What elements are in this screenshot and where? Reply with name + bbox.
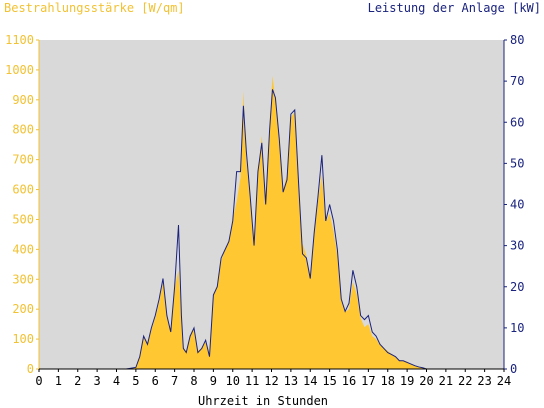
left-tick-label: 600: [12, 183, 34, 197]
left-tick-label: 100: [12, 332, 34, 346]
x-tick-label: 8: [190, 374, 197, 388]
x-axis-ticks: 0 1 2 3 4 5 6 7 8 9 10 11 12 13 14 15 16 17 18 19 20 21 22 23 24: [35, 369, 511, 388]
x-tick-label: 0: [35, 374, 42, 388]
x-tick-label: 1: [55, 374, 62, 388]
x-tick-label: 4: [113, 374, 120, 388]
right-tick-label: 0: [510, 362, 517, 376]
irradiance-area: [39, 75, 504, 369]
left-tick-label: 200: [12, 302, 34, 316]
x-tick-label: 23: [477, 374, 491, 388]
right-tick-label: 30: [510, 239, 524, 253]
left-tick-label: 500: [12, 212, 34, 226]
left-tick-label: 0: [27, 362, 34, 376]
power-line: [39, 89, 504, 370]
right-axis-ticks: 0 10 20 30 40 50 60 70 80: [504, 33, 524, 376]
right-tick-label: 20: [510, 280, 524, 294]
left-axis-ticks: 0 100 200 300 400 500 600 700 800 900 1000 1100: [5, 33, 39, 376]
x-tick-label: 15: [322, 374, 336, 388]
x-tick-label: 21: [439, 374, 453, 388]
x-tick-label: 24: [497, 374, 511, 388]
left-tick-label: 1000: [5, 63, 34, 77]
left-tick-label: 700: [12, 153, 34, 167]
right-tick-label: 50: [510, 156, 524, 170]
x-tick-label: 14: [303, 374, 317, 388]
left-tick-label: 900: [12, 93, 34, 107]
left-tick-label: 1100: [5, 33, 34, 47]
left-tick-label: 800: [12, 123, 34, 137]
x-tick-label: 18: [381, 374, 395, 388]
x-tick-label: 16: [342, 374, 356, 388]
right-tick-label: 10: [510, 321, 524, 335]
right-tick-label: 80: [510, 33, 524, 47]
x-tick-label: 11: [245, 374, 259, 388]
right-tick-label: 60: [510, 115, 524, 129]
x-tick-label: 2: [74, 374, 81, 388]
x-tick-label: 3: [94, 374, 101, 388]
x-tick-label: 6: [152, 374, 159, 388]
x-tick-label: 20: [419, 374, 433, 388]
left-tick-label: 300: [12, 272, 34, 286]
x-tick-label: 13: [284, 374, 298, 388]
x-tick-label: 17: [361, 374, 375, 388]
right-axis-title: Leistung der Anlage [kW]: [368, 1, 541, 15]
x-tick-label: 7: [171, 374, 178, 388]
x-axis-title: Uhrzeit in Stunden: [198, 394, 328, 408]
right-tick-label: 70: [510, 74, 524, 88]
left-axis-title: Bestrahlungsstärke [W/qm]: [4, 1, 185, 15]
x-tick-label: 10: [226, 374, 240, 388]
x-tick-label: 5: [132, 374, 139, 388]
x-tick-label: 12: [264, 374, 278, 388]
x-tick-label: 22: [458, 374, 472, 388]
x-tick-label: 19: [400, 374, 414, 388]
right-tick-label: 40: [510, 198, 524, 212]
left-tick-label: 400: [12, 242, 34, 256]
x-tick-label: 9: [210, 374, 217, 388]
